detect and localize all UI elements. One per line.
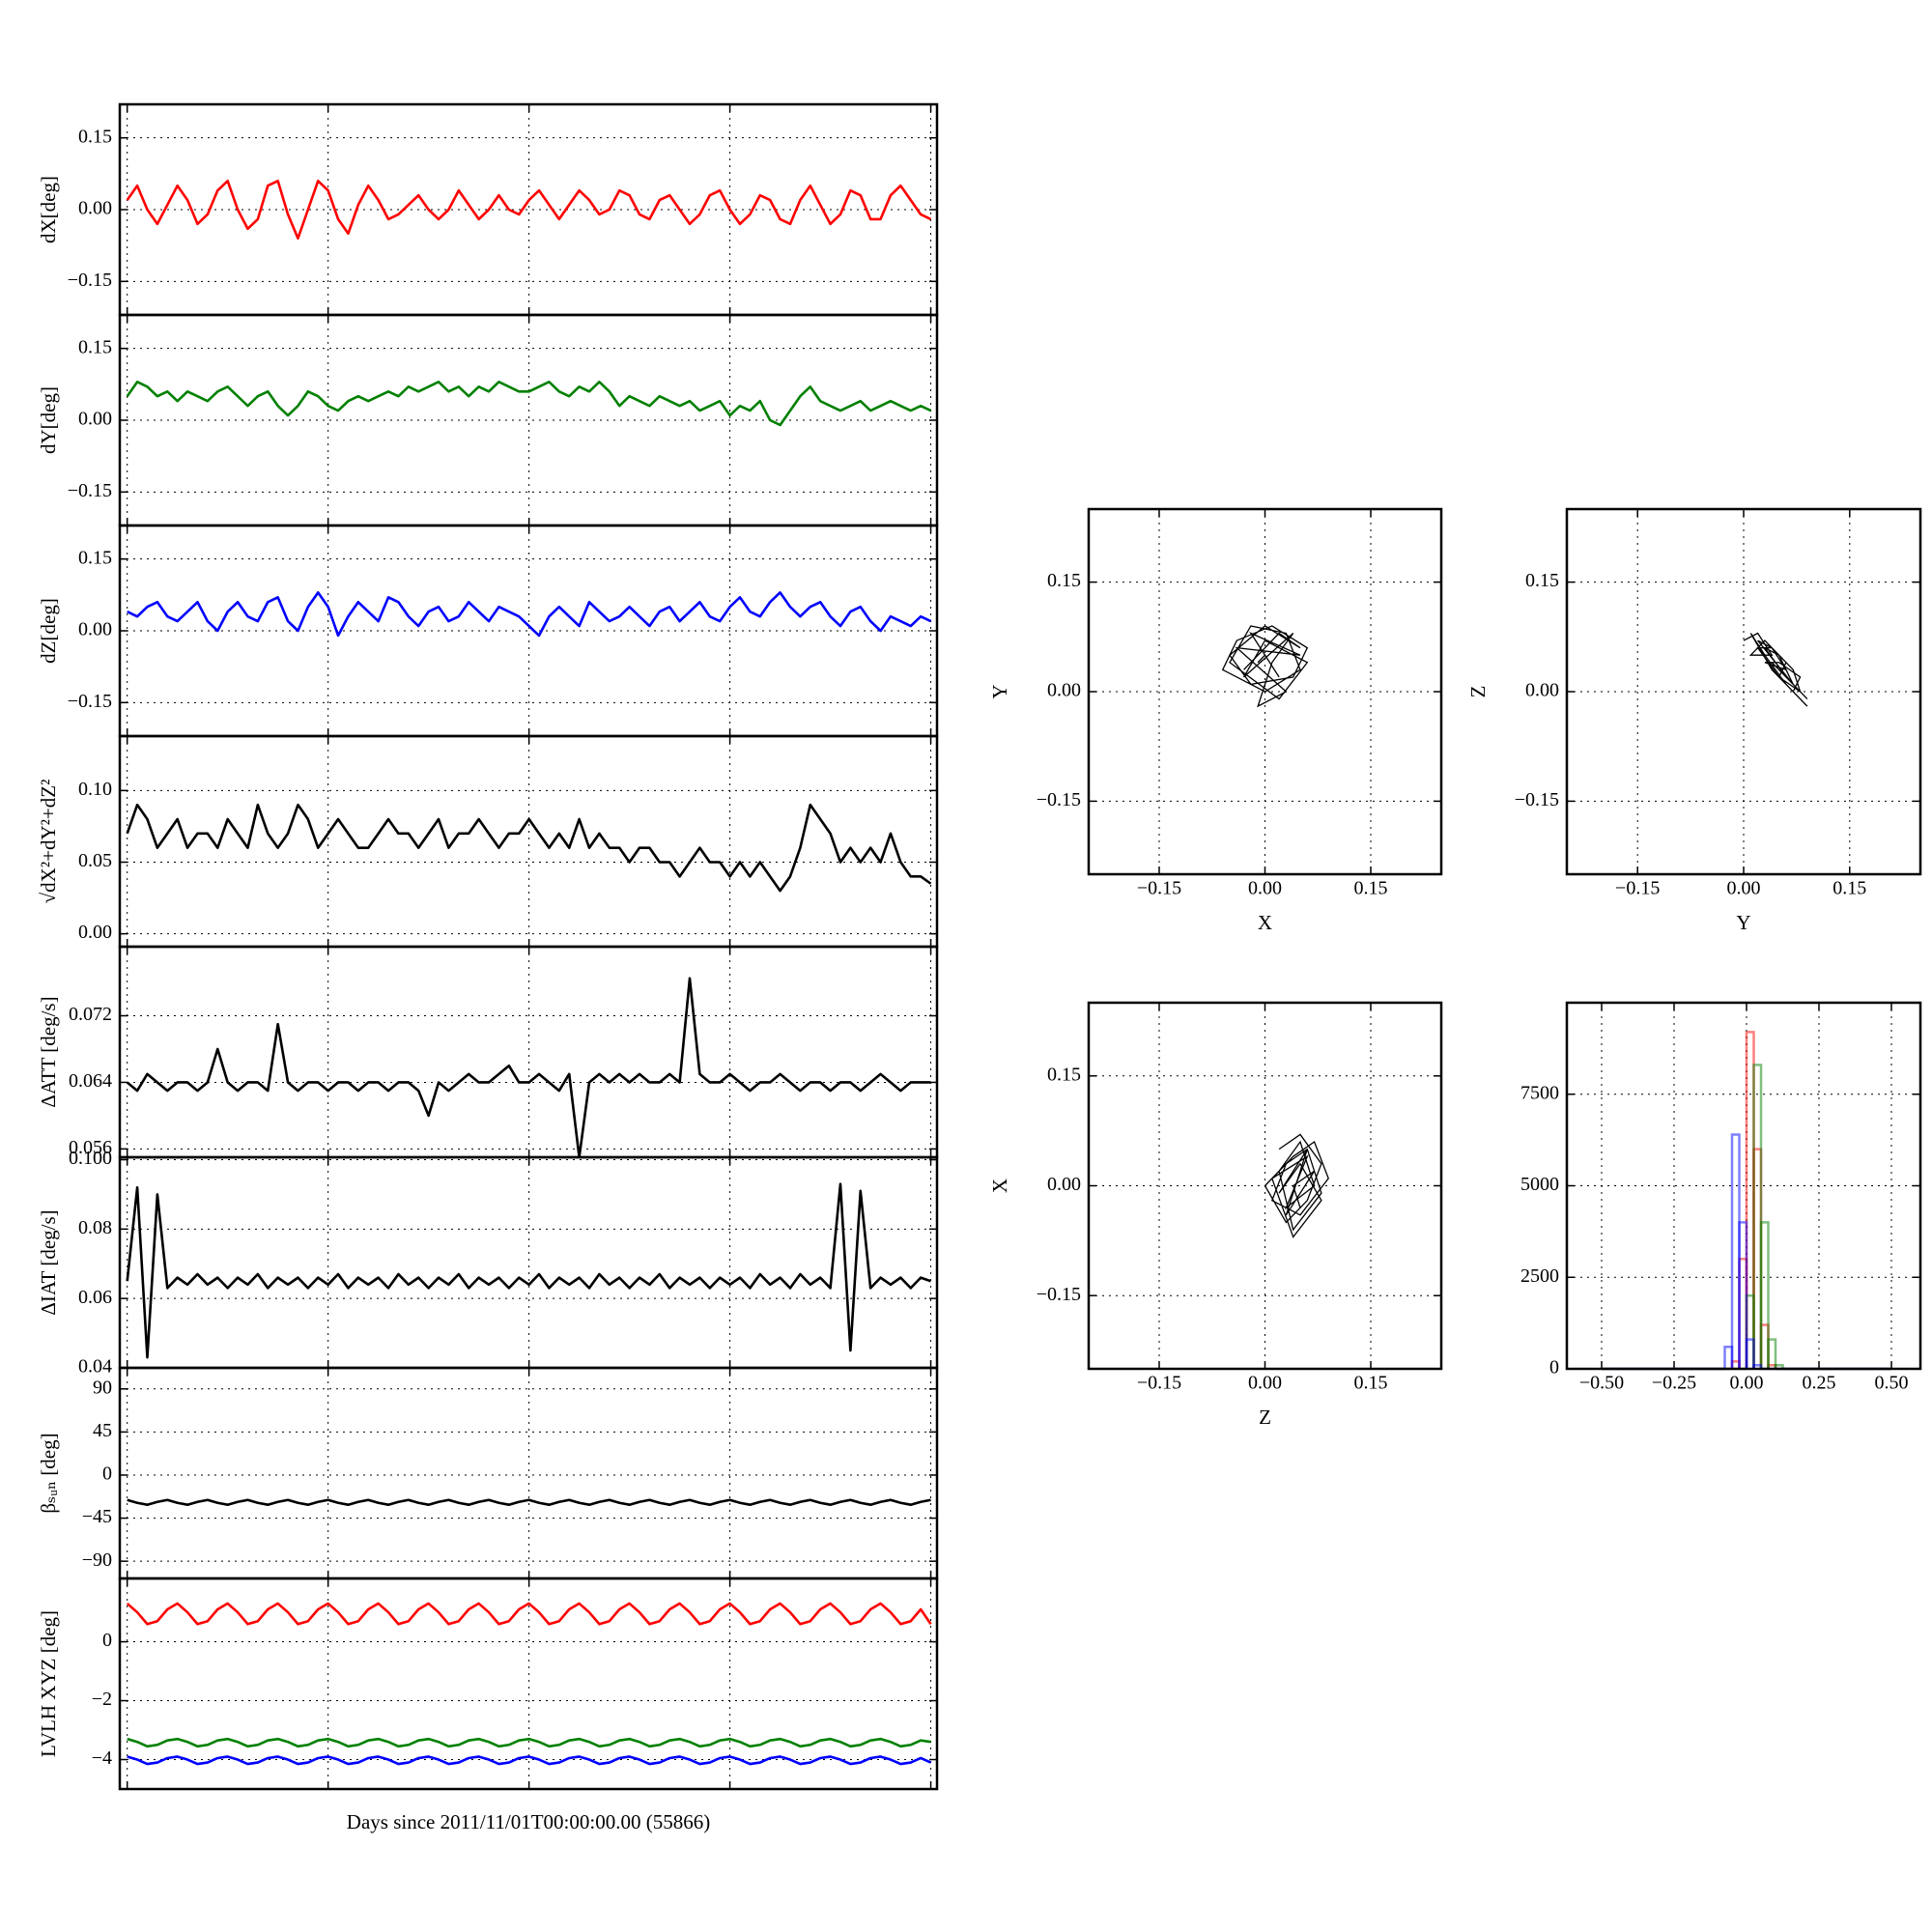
y-tick-label: 0.072 bbox=[69, 1004, 112, 1025]
histogram-bin bbox=[1774, 1363, 1784, 1369]
y-tick-label: 0.05 bbox=[78, 850, 112, 871]
histogram-bin bbox=[1759, 1221, 1770, 1369]
trace-line bbox=[1264, 1133, 1329, 1238]
y-tick-label: −2 bbox=[92, 1689, 112, 1710]
x-tick-label: 0.00 bbox=[1248, 878, 1282, 899]
y-tick-label: −0.15 bbox=[1037, 1284, 1081, 1305]
y-tick-label: −45 bbox=[82, 1506, 112, 1527]
y-axis-label: dY[deg] bbox=[37, 386, 60, 454]
y-axis-label: ΔIAT [deg/s] bbox=[37, 1209, 60, 1315]
y-axis-label: βₛᵤₙ [deg] bbox=[37, 1433, 60, 1513]
x-tick-label: 0.50 bbox=[1875, 1373, 1909, 1394]
y-tick-label: 5000 bbox=[1520, 1174, 1559, 1195]
x-tick-label: 0.00 bbox=[1248, 1373, 1282, 1394]
y-tick-label: −4 bbox=[92, 1747, 112, 1769]
y-tick-label: 0 bbox=[1549, 1357, 1559, 1378]
x-tick-label: −0.15 bbox=[1615, 878, 1660, 899]
y-tick-label: −0.15 bbox=[68, 691, 112, 712]
axes-frame bbox=[1565, 1001, 1922, 1371]
y-tick-label: −0.15 bbox=[68, 270, 112, 291]
axes-frame bbox=[118, 1155, 939, 1370]
y-tick-label: −0.15 bbox=[68, 480, 112, 501]
x-axis-label: Y bbox=[1736, 911, 1750, 934]
series-line bbox=[127, 591, 932, 638]
trace-line bbox=[1221, 625, 1309, 708]
y-tick-label: 0.15 bbox=[1047, 1064, 1081, 1085]
y-tick-label: 0.00 bbox=[1047, 680, 1081, 701]
x-tick-label: −0.15 bbox=[1137, 1373, 1181, 1394]
y-axis-label: dZ[deg] bbox=[37, 598, 60, 664]
y-tick-label: 0 bbox=[102, 1463, 112, 1485]
histogram-bin bbox=[1752, 1363, 1763, 1369]
y-tick-label: 2500 bbox=[1520, 1265, 1559, 1287]
y-axis-label: X bbox=[988, 1179, 1011, 1193]
trace-line bbox=[1743, 632, 1808, 707]
series-line bbox=[127, 1755, 932, 1766]
axes-frame bbox=[1087, 1001, 1443, 1371]
y-tick-label: 0.00 bbox=[1525, 680, 1559, 701]
y-tick-label: 0.15 bbox=[78, 126, 112, 147]
y-axis-label: ΔATT [deg/s] bbox=[37, 996, 60, 1107]
axes-frame bbox=[118, 1366, 939, 1580]
x-tick-label: −0.25 bbox=[1652, 1373, 1696, 1394]
y-tick-label: 0.10 bbox=[78, 779, 112, 800]
y-tick-label: 0.08 bbox=[78, 1217, 112, 1238]
y-tick-label: 0.056 bbox=[69, 1137, 112, 1158]
y-tick-label: 0.00 bbox=[78, 619, 112, 640]
histogram-bin bbox=[1738, 1221, 1748, 1369]
y-tick-label: 0.15 bbox=[78, 336, 112, 357]
y-axis-label: Z bbox=[1466, 686, 1490, 698]
y-tick-label: 0.00 bbox=[78, 198, 112, 219]
series-line bbox=[126, 1182, 931, 1359]
y-tick-label: −0.15 bbox=[1037, 789, 1081, 810]
histogram-bin bbox=[1752, 1064, 1763, 1369]
x-tick-label: 0.15 bbox=[1354, 878, 1388, 899]
series-line bbox=[126, 1602, 932, 1626]
series-line bbox=[127, 1737, 931, 1748]
series-line bbox=[126, 977, 931, 1157]
y-tick-label: 0.00 bbox=[1047, 1174, 1081, 1195]
y-axis-label: Y bbox=[988, 684, 1011, 698]
y-tick-label: 0 bbox=[102, 1630, 112, 1651]
y-tick-label: 0.15 bbox=[1047, 570, 1081, 591]
y-tick-label: −0.15 bbox=[1515, 789, 1559, 810]
x-tick-label: 0.00 bbox=[1727, 878, 1761, 899]
series-line bbox=[126, 179, 932, 241]
y-tick-label: 0.064 bbox=[69, 1070, 112, 1092]
axes-frame bbox=[118, 1577, 939, 1791]
x-tick-label: 0.00 bbox=[1730, 1373, 1764, 1394]
x-axis-label: X bbox=[1258, 911, 1272, 934]
axes-frame bbox=[1087, 507, 1443, 876]
series-line bbox=[126, 803, 932, 893]
y-tick-label: 0.04 bbox=[78, 1356, 112, 1378]
y-tick-label: 0.100 bbox=[69, 1148, 112, 1169]
y-tick-label: 0.00 bbox=[78, 409, 112, 430]
y-tick-label: 0.15 bbox=[78, 547, 112, 568]
series-line bbox=[127, 1498, 931, 1506]
axes-frame bbox=[1565, 507, 1922, 876]
x-tick-label: 0.15 bbox=[1833, 878, 1866, 899]
series-line bbox=[126, 381, 932, 427]
y-tick-label: 45 bbox=[93, 1420, 112, 1441]
y-tick-label: 0.15 bbox=[1525, 570, 1559, 591]
x-tick-label: 0.15 bbox=[1354, 1373, 1388, 1394]
x-tick-label: −0.50 bbox=[1579, 1373, 1624, 1394]
x-axis-label: Days since 2011/11/01T00:00:00.00 (55866… bbox=[347, 1810, 710, 1833]
x-tick-label: 0.25 bbox=[1803, 1373, 1836, 1394]
histogram-bin bbox=[1745, 1338, 1755, 1369]
y-tick-label: 0.00 bbox=[78, 922, 112, 943]
y-axis-label: LVLH XYZ [deg] bbox=[37, 1610, 60, 1757]
histogram-bin bbox=[1767, 1338, 1777, 1369]
x-axis-label: Z bbox=[1259, 1406, 1271, 1429]
axes-frame bbox=[118, 945, 939, 1159]
y-tick-label: 0.06 bbox=[78, 1287, 112, 1308]
x-tick-label: −0.15 bbox=[1137, 878, 1181, 899]
y-tick-label: 7500 bbox=[1520, 1082, 1559, 1103]
y-tick-label: 90 bbox=[93, 1377, 112, 1398]
y-axis-label: √dX²+dY²+dZ² bbox=[37, 780, 60, 904]
y-axis-label: dX[deg] bbox=[37, 176, 60, 243]
y-tick-label: −90 bbox=[82, 1549, 112, 1571]
